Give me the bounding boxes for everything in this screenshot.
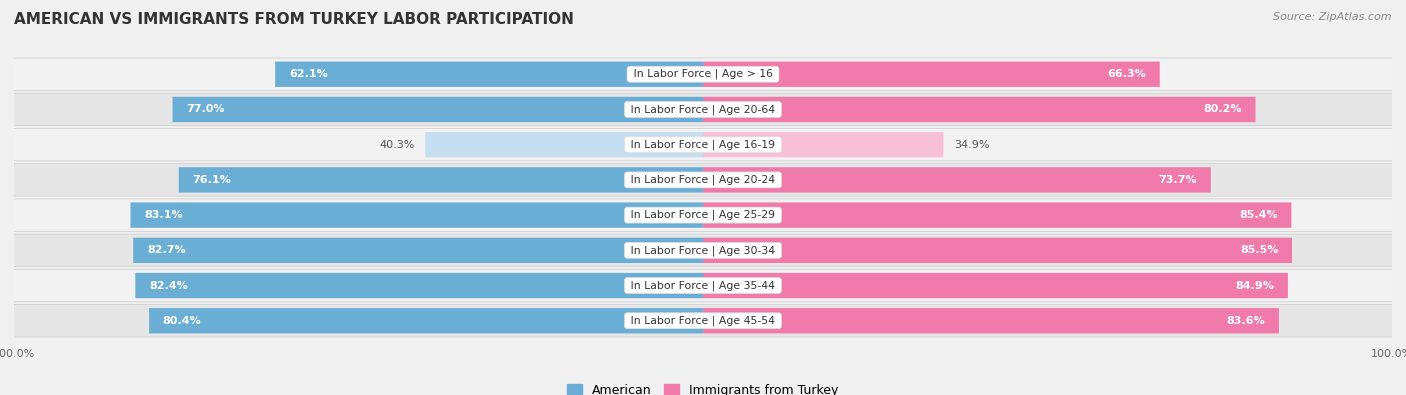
Text: 84.9%: 84.9% — [1236, 280, 1274, 291]
FancyBboxPatch shape — [149, 308, 703, 333]
Text: In Labor Force | Age 16-19: In Labor Force | Age 16-19 — [627, 139, 779, 150]
Text: In Labor Force | Age 35-44: In Labor Force | Age 35-44 — [627, 280, 779, 291]
Text: In Labor Force | Age 30-34: In Labor Force | Age 30-34 — [627, 245, 779, 256]
Text: In Labor Force | Age 25-29: In Labor Force | Age 25-29 — [627, 210, 779, 220]
FancyBboxPatch shape — [3, 305, 1403, 337]
FancyBboxPatch shape — [134, 238, 703, 263]
Legend: American, Immigrants from Turkey: American, Immigrants from Turkey — [562, 379, 844, 395]
FancyBboxPatch shape — [3, 58, 1403, 90]
Text: 80.4%: 80.4% — [163, 316, 201, 326]
FancyBboxPatch shape — [3, 199, 1403, 231]
FancyBboxPatch shape — [3, 269, 1403, 302]
Text: AMERICAN VS IMMIGRANTS FROM TURKEY LABOR PARTICIPATION: AMERICAN VS IMMIGRANTS FROM TURKEY LABOR… — [14, 12, 574, 27]
Text: 73.7%: 73.7% — [1159, 175, 1197, 185]
FancyBboxPatch shape — [703, 238, 1292, 263]
Text: In Labor Force | Age 20-64: In Labor Force | Age 20-64 — [627, 104, 779, 115]
Text: 34.9%: 34.9% — [953, 140, 990, 150]
Text: 40.3%: 40.3% — [380, 140, 415, 150]
Text: 83.1%: 83.1% — [145, 210, 183, 220]
FancyBboxPatch shape — [703, 202, 1291, 228]
FancyBboxPatch shape — [703, 167, 1211, 193]
Text: 83.6%: 83.6% — [1226, 316, 1265, 326]
FancyBboxPatch shape — [3, 234, 1403, 267]
FancyBboxPatch shape — [703, 62, 1160, 87]
Text: 62.1%: 62.1% — [290, 69, 328, 79]
FancyBboxPatch shape — [179, 167, 703, 193]
FancyBboxPatch shape — [3, 164, 1403, 196]
Text: In Labor Force | Age 45-54: In Labor Force | Age 45-54 — [627, 316, 779, 326]
Text: 76.1%: 76.1% — [193, 175, 231, 185]
Text: In Labor Force | Age > 16: In Labor Force | Age > 16 — [630, 69, 776, 79]
Text: 82.7%: 82.7% — [148, 245, 186, 255]
Text: 85.4%: 85.4% — [1239, 210, 1278, 220]
FancyBboxPatch shape — [276, 62, 703, 87]
FancyBboxPatch shape — [703, 132, 943, 157]
Text: 85.5%: 85.5% — [1240, 245, 1278, 255]
Text: 77.0%: 77.0% — [186, 104, 225, 115]
Text: 66.3%: 66.3% — [1108, 69, 1146, 79]
FancyBboxPatch shape — [173, 97, 703, 122]
FancyBboxPatch shape — [131, 202, 703, 228]
FancyBboxPatch shape — [135, 273, 703, 298]
FancyBboxPatch shape — [703, 308, 1279, 333]
FancyBboxPatch shape — [3, 128, 1403, 161]
FancyBboxPatch shape — [3, 93, 1403, 126]
Text: In Labor Force | Age 20-24: In Labor Force | Age 20-24 — [627, 175, 779, 185]
FancyBboxPatch shape — [703, 97, 1256, 122]
FancyBboxPatch shape — [426, 132, 703, 157]
FancyBboxPatch shape — [703, 273, 1288, 298]
Text: 80.2%: 80.2% — [1204, 104, 1241, 115]
Text: 82.4%: 82.4% — [149, 280, 188, 291]
Text: Source: ZipAtlas.com: Source: ZipAtlas.com — [1274, 12, 1392, 22]
